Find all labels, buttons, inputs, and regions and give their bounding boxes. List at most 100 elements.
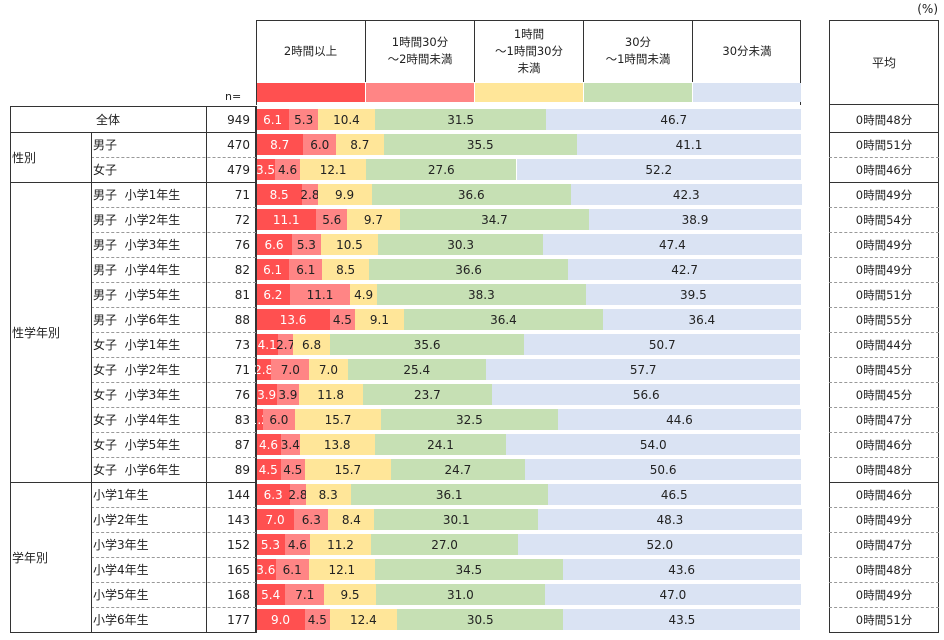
row-separator xyxy=(829,232,939,233)
bar-segment-3: 13.8 xyxy=(299,434,375,455)
row-separator xyxy=(91,282,256,283)
average-header: 平均 xyxy=(829,20,939,105)
row-label: 男子 小学5年生 xyxy=(93,288,181,302)
bar-segment-4: 31.0 xyxy=(375,584,545,605)
bar-segment-4: 34.5 xyxy=(374,559,563,580)
bar-segment-4: 30.3 xyxy=(378,234,544,255)
row-label: 男子 小学3年生 xyxy=(93,238,181,252)
row-separator xyxy=(829,582,939,583)
bar-segment-5: 43.6 xyxy=(562,559,801,580)
row-average: 0時間47分 xyxy=(855,537,913,552)
bar-segment-4: 35.5 xyxy=(383,134,577,155)
n-label: n= xyxy=(225,90,242,103)
row-label: 小学5年生 xyxy=(93,588,149,602)
bar-segment-2: 6.0 xyxy=(303,134,337,155)
group-label: 性別 xyxy=(12,150,37,165)
row-separator xyxy=(91,557,256,558)
row-separator xyxy=(10,182,256,183)
row-n: 144 xyxy=(227,487,250,502)
bar-segment-5: 46.7 xyxy=(546,109,801,130)
bar-segment-5: 50.7 xyxy=(524,334,801,355)
row-label: 小学4年生 xyxy=(93,563,149,577)
bar-segment-4: 36.6 xyxy=(368,259,569,280)
row-n: 76 xyxy=(234,237,250,252)
row-separator xyxy=(91,357,256,358)
row-average: 0時間49分 xyxy=(855,262,913,277)
row-average: 0時間49分 xyxy=(855,512,913,527)
bar-segment-2: 6.1 xyxy=(289,259,323,280)
row-average: 0時間54分 xyxy=(855,212,913,227)
row-separator xyxy=(91,157,256,158)
bar-segment-1: 8.7 xyxy=(256,134,304,155)
bar-segment-4: 34.7 xyxy=(399,209,589,230)
bar-segment-5: 36.4 xyxy=(602,309,801,330)
bar-segment-2: 6.3 xyxy=(294,509,329,530)
bar-segment-1: 5.3 xyxy=(256,534,285,555)
row-n: 82 xyxy=(234,262,250,277)
unit-note: (%) xyxy=(917,2,938,16)
row-n: 152 xyxy=(227,537,250,552)
row-label: 男子 小学1年生 xyxy=(93,188,181,202)
row-separator xyxy=(10,132,256,133)
row-n: 71 xyxy=(234,187,250,202)
legend-swatch-1 xyxy=(257,83,365,102)
bar-segment-3: 10.5 xyxy=(320,234,379,255)
average-column xyxy=(829,20,939,633)
row-label: 全体 xyxy=(95,113,120,127)
row-separator xyxy=(91,307,256,308)
row-n: 71 xyxy=(234,362,250,377)
row-separator xyxy=(10,482,256,483)
row-average: 0時間48分 xyxy=(855,562,913,577)
row-n: 83 xyxy=(234,412,250,427)
bar-segment-4: 27.0 xyxy=(370,534,519,555)
row-label: 女子 小学1年生 xyxy=(93,338,181,352)
bar-segment-1: 3.6 xyxy=(256,559,276,580)
row-label: 女子 xyxy=(93,163,118,177)
row-n: 143 xyxy=(227,512,250,527)
bar-segment-1: 13.6 xyxy=(256,309,331,330)
row-separator xyxy=(829,382,939,383)
row-average: 0時間46分 xyxy=(855,162,913,177)
row-n: 177 xyxy=(227,612,250,627)
bar-segment-3: 9.1 xyxy=(354,309,405,330)
row-separator xyxy=(829,482,939,483)
row-average: 0時間49分 xyxy=(855,237,913,252)
bar-segment-1: 4.5 xyxy=(256,459,281,480)
row-n: 87 xyxy=(234,437,250,452)
bar-segment-1: 6.1 xyxy=(256,109,290,130)
bar-segment-5: 50.6 xyxy=(525,459,801,480)
bar-segment-3: 15.7 xyxy=(295,409,381,430)
bar-segment-1: 4.1 xyxy=(256,334,279,355)
bar-segment-1: 6.1 xyxy=(256,259,290,280)
bar-segment-1: 6.3 xyxy=(256,484,291,505)
row-n: 88 xyxy=(234,312,250,327)
bar-segment-3: 8.4 xyxy=(328,509,375,530)
bar-segment-2: 6.1 xyxy=(275,559,309,580)
row-average: 0時間55分 xyxy=(855,312,913,327)
row-label: 女子 小学3年生 xyxy=(93,388,181,402)
row-separator xyxy=(829,407,939,408)
bar-segment-4: 36.1 xyxy=(350,484,548,505)
group-label: 性学年別 xyxy=(12,325,61,340)
bar-segment-5: 54.0 xyxy=(506,434,801,455)
bar-segment-1: 7.0 xyxy=(256,509,295,530)
row-average: 0時間45分 xyxy=(855,362,913,377)
row-n: 73 xyxy=(234,337,250,352)
row-n: 168 xyxy=(227,587,250,602)
group-label: 学年別 xyxy=(12,550,49,565)
row-separator xyxy=(91,232,256,233)
row-separator xyxy=(829,307,939,308)
bar-segment-1: 8.5 xyxy=(256,184,303,205)
bar-segment-5: 48.3 xyxy=(538,509,802,530)
row-separator xyxy=(829,357,939,358)
bar-segment-1: 4.6 xyxy=(256,434,282,455)
row-n: 949 xyxy=(227,112,250,127)
row-separator xyxy=(829,157,939,158)
row-separator xyxy=(91,382,256,383)
row-label: 男子 小学6年生 xyxy=(93,313,181,327)
row-average: 0時間49分 xyxy=(855,187,913,202)
bar-segment-4: 36.4 xyxy=(404,309,603,330)
bar-segment-5: 57.7 xyxy=(485,359,801,380)
bar-segment-2: 5.6 xyxy=(316,209,347,230)
bar-segment-4: 35.6 xyxy=(330,334,525,355)
